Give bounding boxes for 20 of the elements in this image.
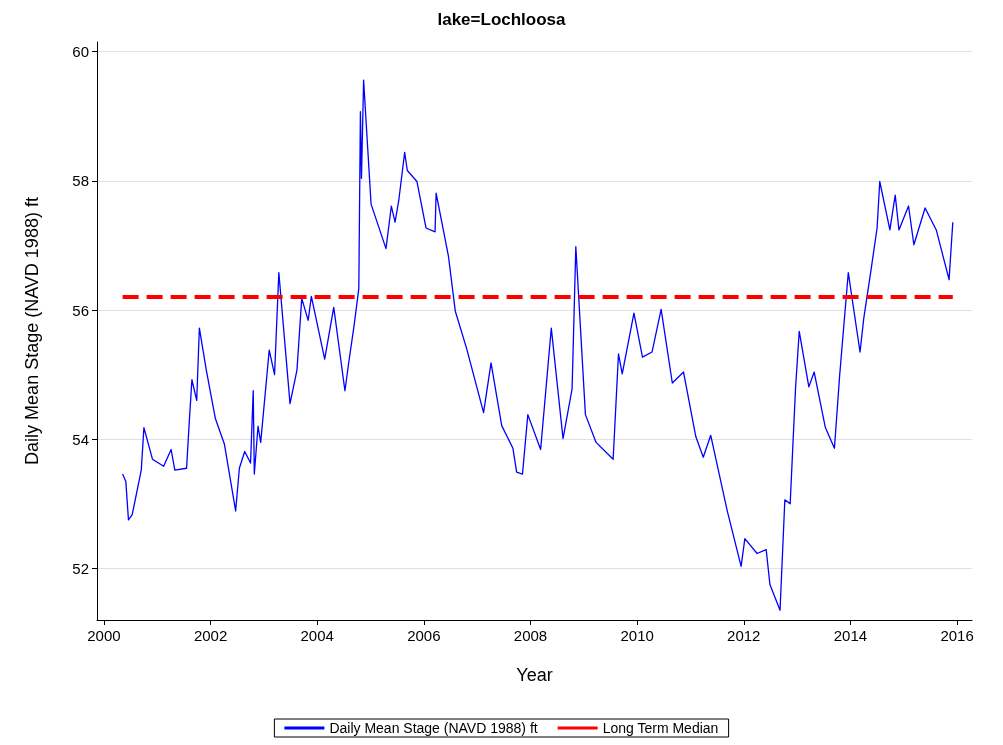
x-axis-title: Year bbox=[516, 665, 553, 685]
y-tick-label: 58 bbox=[72, 172, 89, 190]
x-tick-label: 2016 bbox=[940, 627, 974, 644]
y-tick-label: 52 bbox=[72, 559, 89, 577]
chart-title: lake=Lochloosa bbox=[437, 10, 567, 29]
x-tick-label: 2012 bbox=[727, 627, 761, 644]
legend-label: Long Term Median bbox=[602, 720, 719, 736]
x-tick-label: 2002 bbox=[193, 627, 228, 644]
y-tick-label: 56 bbox=[72, 301, 89, 319]
legend-label: Daily Mean Stage (NAVD 1988) ft bbox=[329, 720, 538, 736]
x-tick-label: 2006 bbox=[407, 627, 441, 644]
line-series bbox=[121, 79, 954, 611]
x-tick-label: 2004 bbox=[300, 627, 334, 644]
y-tick-label: 60 bbox=[72, 43, 89, 61]
y-tick-label: 54 bbox=[72, 430, 89, 448]
x-tick-label: 2010 bbox=[620, 627, 654, 644]
x-tick-label: 2014 bbox=[833, 627, 868, 644]
x-tick-label: 2008 bbox=[513, 627, 548, 644]
y-axis-title: Daily Mean Stage (NAVD 1988) ft bbox=[22, 197, 42, 465]
x-tick-label: 2000 bbox=[87, 627, 121, 644]
